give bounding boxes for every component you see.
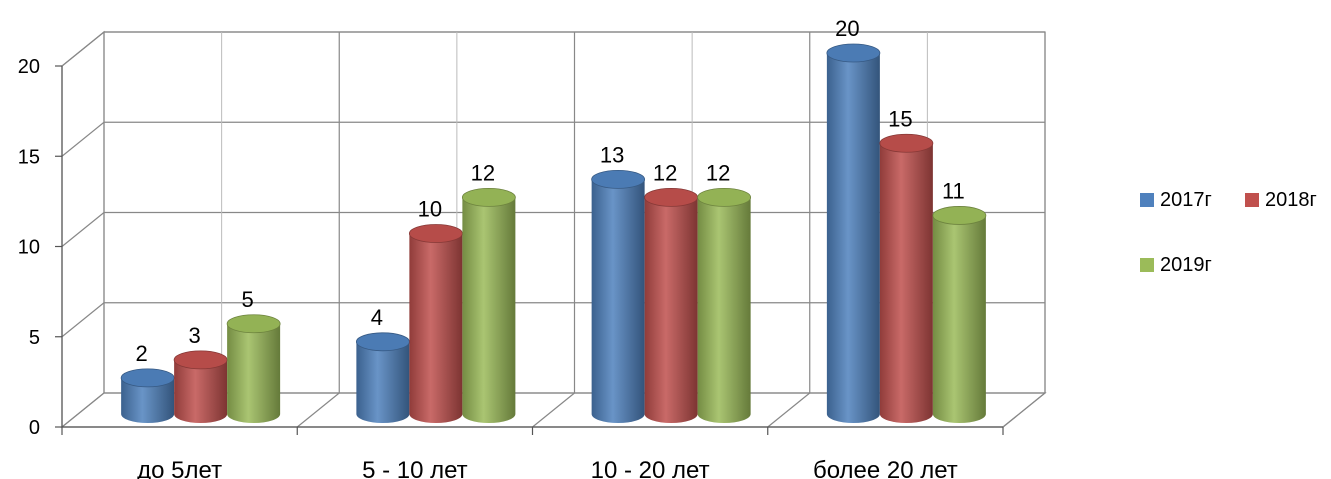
- bar-body: [591, 179, 645, 423]
- bar-top: [644, 187, 699, 207]
- floor-divider: [1002, 392, 1046, 428]
- bar: [591, 169, 646, 423]
- bar-top: [408, 224, 463, 243]
- bar-body: [227, 323, 281, 423]
- bar-top: [591, 169, 646, 189]
- floor-divider: [532, 392, 575, 428]
- bar-body: [644, 197, 698, 423]
- data-label: 2: [136, 341, 148, 366]
- bar: [173, 350, 228, 423]
- bar: [932, 206, 987, 423]
- bar-top: [355, 332, 410, 352]
- bar: [355, 332, 410, 423]
- bar: [697, 187, 752, 423]
- axes: 0 5 10 15 20 до 5лет 5 - 10 лет 10 - 20 лет боле…: [18, 56, 1004, 479]
- legend-item: 2018г: [1245, 189, 1317, 211]
- bar: [408, 224, 463, 423]
- data-label: 5: [242, 287, 254, 312]
- bar-body: [356, 341, 410, 423]
- bar-top: [932, 206, 987, 225]
- gridline-side: [61, 212, 105, 247]
- legend-swatch: [1140, 193, 1154, 207]
- bar-body: [462, 197, 516, 423]
- legend: 2017г 2018г 2019г: [1140, 189, 1317, 276]
- bar-body: [121, 377, 175, 423]
- legend-label: 2018г: [1265, 189, 1317, 211]
- data-label: 12: [706, 160, 730, 185]
- bar-top: [226, 314, 281, 334]
- data-label: 4: [371, 305, 383, 330]
- bar-top: [120, 368, 175, 388]
- bar-body: [932, 215, 986, 423]
- data-label: 12: [471, 160, 495, 185]
- legend-label: 2017г: [1160, 189, 1212, 211]
- bars: [120, 43, 987, 423]
- x-tick-label: до 5лет: [137, 457, 222, 479]
- bar-top: [173, 350, 228, 370]
- x-tick-label: 5 - 10 лет: [362, 457, 468, 479]
- data-labels: 2 3 5 4 10 12 13 12 12 20 15 11: [136, 16, 965, 366]
- bar: [879, 133, 934, 423]
- data-label: 12: [653, 160, 677, 185]
- bar: [826, 43, 881, 423]
- bar-top: [826, 43, 881, 63]
- gridline-side: [61, 302, 105, 338]
- data-label: 10: [418, 197, 442, 222]
- data-label: 20: [835, 16, 859, 41]
- data-label: 15: [888, 106, 912, 131]
- gridline-side: [61, 121, 105, 157]
- data-label: 13: [600, 142, 624, 167]
- gridline-side: [61, 31, 105, 67]
- y-tick-label: 15: [18, 146, 40, 168]
- x-tick-label: более 20 лет: [813, 457, 958, 479]
- bar-body: [879, 143, 933, 423]
- bar: [120, 368, 175, 423]
- bar-body: [826, 53, 880, 423]
- x-tick-label: 10 - 20 лет: [591, 457, 710, 479]
- legend-swatch: [1245, 193, 1259, 207]
- legend-item: 2017г: [1140, 189, 1212, 211]
- data-label: 3: [189, 323, 201, 348]
- bar-body: [697, 197, 751, 423]
- y-tick-label: 5: [29, 327, 40, 349]
- bar-body: [409, 233, 463, 423]
- floor-divider: [296, 392, 340, 428]
- data-label: 11: [942, 178, 965, 203]
- bar-top: [879, 133, 934, 153]
- bar-body: [174, 359, 228, 423]
- legend-swatch: [1140, 258, 1154, 272]
- y-tick-label: 0: [29, 417, 40, 439]
- legend-item: 2019г: [1140, 254, 1212, 276]
- legend-label: 2019г: [1160, 254, 1212, 276]
- bar: [226, 314, 281, 423]
- bar: [644, 187, 699, 423]
- bar-top: [461, 187, 516, 207]
- bar: [461, 187, 516, 423]
- y-tick-label: 20: [18, 56, 40, 78]
- floor-divider: [767, 392, 811, 428]
- y-tick-label: 10: [18, 237, 40, 259]
- grid: [60, 30, 1047, 429]
- bar-top: [697, 187, 752, 207]
